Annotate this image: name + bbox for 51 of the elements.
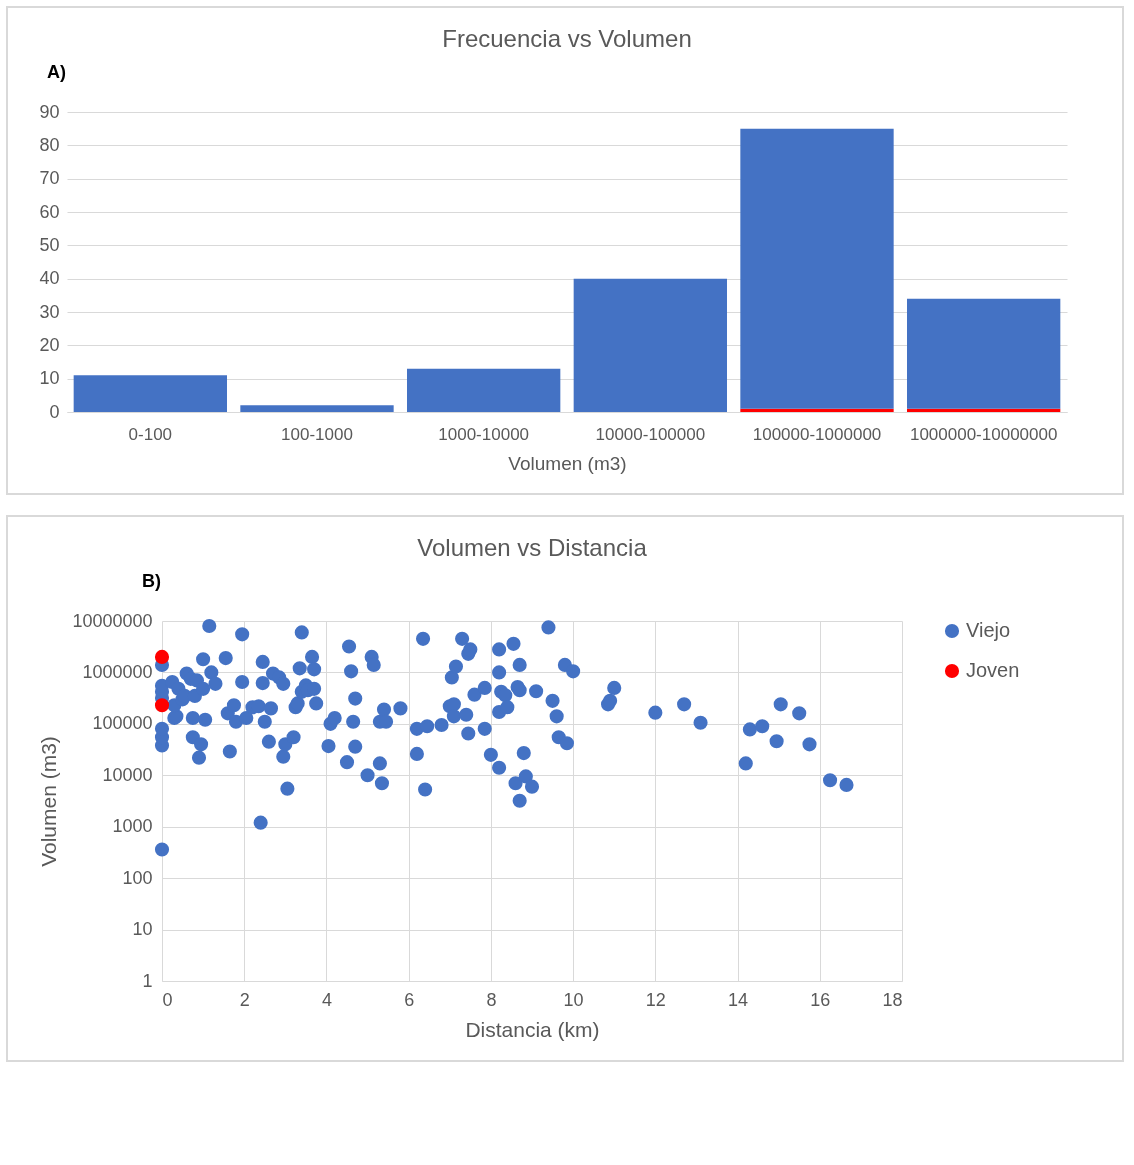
y-tick-label: 100000 [92, 713, 153, 734]
x-tick-label: 8 [486, 989, 497, 1010]
bar [907, 408, 1061, 412]
y-tick-label: 60 [39, 201, 60, 222]
x-tick-label: 10 [563, 989, 584, 1010]
x-axis-title: Distancia (km) [465, 1017, 600, 1041]
y-tick-label: 10000 [102, 764, 153, 785]
y-tick-label: 100 [122, 867, 153, 888]
x-tick-label: 100-1000 [281, 424, 353, 444]
x-tick-label: 6 [404, 989, 415, 1010]
bar [740, 128, 894, 409]
chart-title: Volumen vs Distancia [417, 534, 648, 561]
legend-label: Viejo [966, 619, 1011, 641]
chart-title: Frecuencia vs Volumen [442, 25, 692, 52]
x-tick-label: 12 [645, 989, 666, 1010]
x-tick-label: 0-100 [128, 424, 173, 444]
y-tick-label: 10000000 [72, 610, 153, 631]
x-tick-label: 4 [321, 989, 332, 1010]
y-tick-label: 30 [39, 301, 60, 322]
x-tick-label: 16 [810, 989, 831, 1010]
y-tick-label: 1000000 [82, 661, 153, 682]
legend-label: Joven [966, 659, 1020, 681]
y-tick-label: 10 [39, 368, 60, 389]
bar [240, 405, 394, 412]
x-tick-label: 1000000-10000000 [909, 424, 1058, 444]
y-tick-label: 70 [39, 168, 60, 189]
y-tick-label: 50 [39, 234, 60, 255]
bar [73, 375, 227, 412]
x-tick-label: 10000-100000 [595, 424, 706, 444]
y-tick-label: 0 [49, 401, 60, 422]
y-tick-label: 80 [39, 134, 60, 155]
x-tick-label: 18 [882, 989, 903, 1010]
y-tick-label: 20 [39, 334, 60, 355]
x-axis-title: Volumen (m3) [508, 452, 627, 474]
bar [573, 278, 727, 412]
bar [907, 298, 1061, 409]
y-tick-label: 10 [132, 919, 153, 940]
bar [407, 368, 561, 412]
x-tick-label: 100000-1000000 [752, 424, 882, 444]
text: B) [142, 571, 161, 591]
x-tick-label: 14 [728, 989, 749, 1010]
x-tick-label: 1000-10000 [438, 424, 530, 444]
y-axis-title: Volumen (m3) [37, 736, 61, 867]
y-tick-label: 1000 [112, 816, 153, 837]
x-tick-label: 0 [162, 989, 173, 1010]
text: A) [47, 62, 66, 82]
x-tick-label: 2 [239, 989, 250, 1010]
bar [740, 408, 894, 412]
y-tick-label: 1 [142, 970, 153, 991]
y-tick-label: 40 [39, 268, 60, 289]
y-tick-label: 90 [39, 101, 60, 122]
